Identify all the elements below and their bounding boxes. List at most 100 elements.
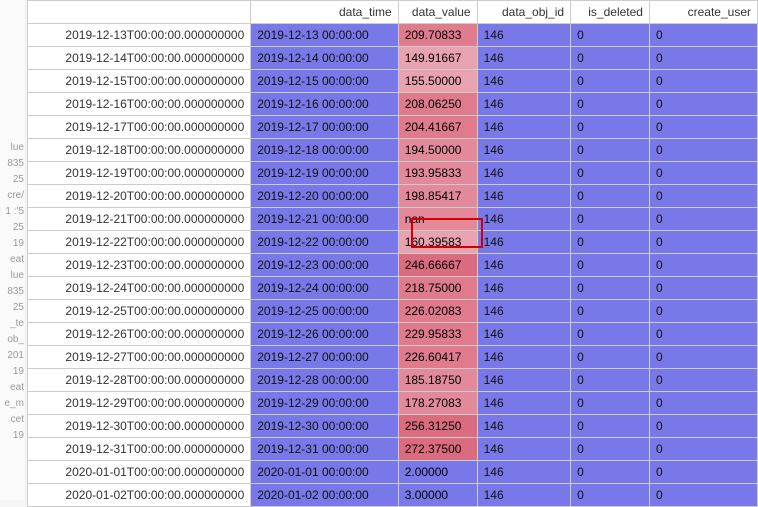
- table-row[interactable]: 2019-12-28T00:00:00.0000000002019-12-28 …: [28, 369, 758, 392]
- table-row[interactable]: 2019-12-31T00:00:00.0000000002019-12-31 …: [28, 438, 758, 461]
- cell-is_deleted: 0: [571, 369, 650, 392]
- cell-data_value: 204.41667: [398, 116, 477, 139]
- cell-create_user: 0: [649, 139, 757, 162]
- dataframe-table: data_time data_value data_obj_id is_dele…: [27, 0, 758, 507]
- cell-data_time: 2019-12-24 00:00:00: [251, 277, 398, 300]
- cell-is_deleted: 0: [571, 116, 650, 139]
- table-row[interactable]: 2019-12-29T00:00:00.0000000002019-12-29 …: [28, 392, 758, 415]
- cell-data_obj_id: 146: [477, 47, 570, 70]
- cell-data_value: 160.39583: [398, 231, 477, 254]
- cell-is_deleted: 0: [571, 254, 650, 277]
- cell-create_user: 0: [649, 24, 757, 47]
- cell-is_deleted: 0: [571, 231, 650, 254]
- cell-data_time: 2019-12-15 00:00:00: [251, 70, 398, 93]
- table-row[interactable]: 2020-01-01T00:00:00.0000000002020-01-01 …: [28, 461, 758, 484]
- cell-is_deleted: 0: [571, 438, 650, 461]
- cell-data_time: 2019-12-13 00:00:00: [251, 24, 398, 47]
- cell-data_value: 149.91667: [398, 47, 477, 70]
- cell-create_user: 0: [649, 93, 757, 116]
- cell-index: 2019-12-14T00:00:00.000000000: [28, 47, 251, 70]
- col-header-data_obj_id: data_obj_id: [477, 1, 570, 24]
- table-row[interactable]: 2019-12-17T00:00:00.0000000002019-12-17 …: [28, 116, 758, 139]
- cell-create_user: 0: [649, 162, 757, 185]
- cell-data_value: 198.85417: [398, 185, 477, 208]
- table-row[interactable]: 2019-12-15T00:00:00.0000000002019-12-15 …: [28, 70, 758, 93]
- table-row[interactable]: 2019-12-25T00:00:00.0000000002019-12-25 …: [28, 300, 758, 323]
- col-header-index: [28, 1, 251, 24]
- col-header-data_value: data_value: [398, 1, 477, 24]
- table-row[interactable]: 2019-12-18T00:00:00.0000000002019-12-18 …: [28, 139, 758, 162]
- cell-data_obj_id: 146: [477, 323, 570, 346]
- cell-index: 2019-12-28T00:00:00.000000000: [28, 369, 251, 392]
- cell-data_time: 2019-12-29 00:00:00: [251, 392, 398, 415]
- cell-is_deleted: 0: [571, 139, 650, 162]
- table-row[interactable]: 2019-12-16T00:00:00.0000000002019-12-16 …: [28, 93, 758, 116]
- cell-data_value: 155.50000: [398, 70, 477, 93]
- cell-data_time: 2019-12-19 00:00:00: [251, 162, 398, 185]
- cell-data_time: 2019-12-27 00:00:00: [251, 346, 398, 369]
- table-row[interactable]: 2019-12-13T00:00:00.0000000002019-12-13 …: [28, 24, 758, 47]
- cell-data_time: 2019-12-30 00:00:00: [251, 415, 398, 438]
- cell-data_time: 2019-12-26 00:00:00: [251, 323, 398, 346]
- col-header-data_time: data_time: [251, 1, 398, 24]
- cell-index: 2019-12-16T00:00:00.000000000: [28, 93, 251, 116]
- cell-create_user: 0: [649, 323, 757, 346]
- cell-data_obj_id: 146: [477, 461, 570, 484]
- table-row[interactable]: 2019-12-21T00:00:00.0000000002019-12-21 …: [28, 208, 758, 231]
- cell-is_deleted: 0: [571, 185, 650, 208]
- cell-data_obj_id: 146: [477, 231, 570, 254]
- cell-data_obj_id: 146: [477, 185, 570, 208]
- cell-data_value: 208.06250: [398, 93, 477, 116]
- cell-create_user: 0: [649, 346, 757, 369]
- cell-index: 2020-01-01T00:00:00.000000000: [28, 461, 251, 484]
- cell-index: 2019-12-27T00:00:00.000000000: [28, 346, 251, 369]
- cell-create_user: 0: [649, 254, 757, 277]
- col-header-create_user: create_user: [649, 1, 757, 24]
- cell-data_value: 194.50000: [398, 139, 477, 162]
- cell-index: 2019-12-31T00:00:00.000000000: [28, 438, 251, 461]
- cell-index: 2019-12-29T00:00:00.000000000: [28, 392, 251, 415]
- cell-data_obj_id: 146: [477, 162, 570, 185]
- cell-data_obj_id: 146: [477, 346, 570, 369]
- cell-data_obj_id: 146: [477, 484, 570, 507]
- table-row[interactable]: 2019-12-14T00:00:00.0000000002019-12-14 …: [28, 47, 758, 70]
- table-row[interactable]: 2019-12-20T00:00:00.0000000002019-12-20 …: [28, 185, 758, 208]
- cell-is_deleted: 0: [571, 24, 650, 47]
- cell-index: 2019-12-17T00:00:00.000000000: [28, 116, 251, 139]
- cell-data_obj_id: 146: [477, 277, 570, 300]
- cell-create_user: 0: [649, 300, 757, 323]
- table-row[interactable]: 2019-12-27T00:00:00.0000000002019-12-27 …: [28, 346, 758, 369]
- cell-create_user: 0: [649, 438, 757, 461]
- table-row[interactable]: 2019-12-23T00:00:00.0000000002019-12-23 …: [28, 254, 758, 277]
- cell-index: 2019-12-24T00:00:00.000000000: [28, 277, 251, 300]
- table-row[interactable]: 2019-12-24T00:00:00.0000000002019-12-24 …: [28, 277, 758, 300]
- col-header-is_deleted: is_deleted: [571, 1, 650, 24]
- cell-index: 2019-12-23T00:00:00.000000000: [28, 254, 251, 277]
- cell-data_time: 2019-12-17 00:00:00: [251, 116, 398, 139]
- cell-data_obj_id: 146: [477, 208, 570, 231]
- cell-index: 2019-12-15T00:00:00.000000000: [28, 70, 251, 93]
- cell-is_deleted: 0: [571, 461, 650, 484]
- cell-index: 2019-12-18T00:00:00.000000000: [28, 139, 251, 162]
- table-row[interactable]: 2019-12-30T00:00:00.0000000002019-12-30 …: [28, 415, 758, 438]
- table-row[interactable]: 2019-12-19T00:00:00.0000000002019-12-19 …: [28, 162, 758, 185]
- cell-index: 2019-12-19T00:00:00.000000000: [28, 162, 251, 185]
- table-row[interactable]: 2019-12-26T00:00:00.0000000002019-12-26 …: [28, 323, 758, 346]
- editor-gutter: lue83525/cre5': 12519eatlue83525te__ob20…: [0, 0, 24, 500]
- table-row[interactable]: 2020-01-02T00:00:00.0000000002020-01-02 …: [28, 484, 758, 507]
- cell-data_time: 2019-12-31 00:00:00: [251, 438, 398, 461]
- cell-data_value: 226.02083: [398, 300, 477, 323]
- table-row[interactable]: 2019-12-22T00:00:00.0000000002019-12-22 …: [28, 231, 758, 254]
- cell-data_obj_id: 146: [477, 139, 570, 162]
- cell-data_obj_id: 146: [477, 254, 570, 277]
- cell-is_deleted: 0: [571, 93, 650, 116]
- cell-data_obj_id: 146: [477, 415, 570, 438]
- cell-data_time: 2019-12-21 00:00:00: [251, 208, 398, 231]
- cell-create_user: 0: [649, 116, 757, 139]
- cell-data_time: 2019-12-23 00:00:00: [251, 254, 398, 277]
- cell-data_obj_id: 146: [477, 369, 570, 392]
- cell-index: 2019-12-13T00:00:00.000000000: [28, 24, 251, 47]
- cell-is_deleted: 0: [571, 484, 650, 507]
- cell-data_obj_id: 146: [477, 300, 570, 323]
- cell-index: 2019-12-22T00:00:00.000000000: [28, 231, 251, 254]
